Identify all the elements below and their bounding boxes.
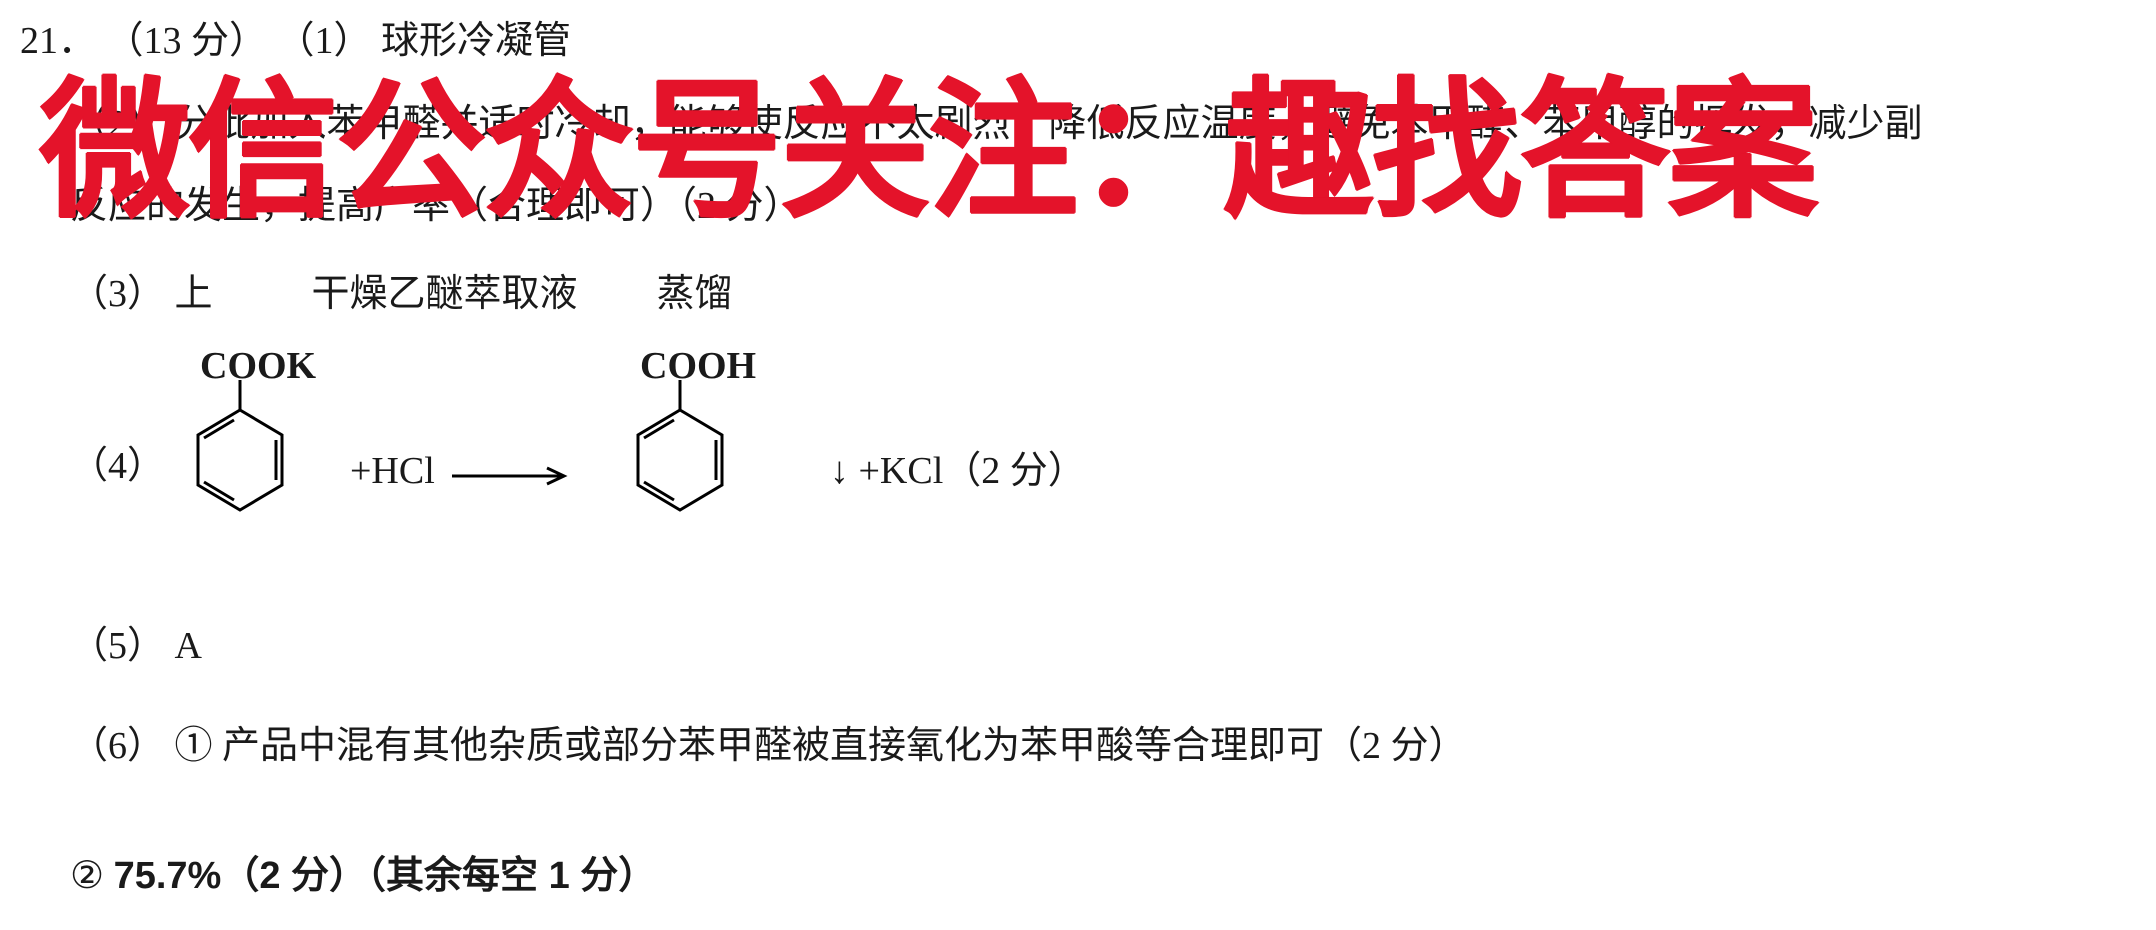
a5-label: （5） (70, 625, 165, 667)
a2-text-a: 分批加入苯甲醛并适时冷却，能够使反应不太剧烈，降低反应温度，避免苯甲醛、苯甲醇的… (175, 103, 1923, 145)
plus-hcl-text: +HCl (350, 450, 435, 492)
line-a2a: （2） 分批加入苯甲醛并适时冷却，能够使反应不太剧烈，降低反应温度，避免苯甲醛、… (70, 98, 1923, 151)
a2-label: （2） (70, 103, 165, 145)
a6-1-text: 产品中混有其他杂质或部分苯甲醛被直接氧化为苯甲酸等合理即可（2 分） (222, 725, 1467, 767)
line-a4-equation: （4） COOK +HCl (70, 330, 1470, 570)
a4-label: （4） (70, 440, 165, 493)
a3-v2: 干燥乙醚萃取液 (312, 273, 578, 315)
a6-2-text: 75.7%（2 分）（其余每空 1 分） (114, 855, 657, 897)
line-q21-a1: 21． （13 分） （1） 球形冷凝管 (20, 15, 571, 68)
line-a2b: 反应的发生，提高产率（合理即可）（2 分） (70, 180, 802, 233)
benzene-ring-icon (170, 380, 310, 550)
a4-plus-hcl: +HCl (350, 445, 580, 501)
a6-2-label: ② (70, 855, 104, 897)
a3-v1: 上 (175, 273, 213, 315)
a3-v3: 蒸馏 (657, 273, 733, 315)
question-number: 21． (20, 20, 96, 62)
answer-content: 21． （13 分） （1） 球形冷凝管 （2） 分批加入苯甲醛并适时冷却，能够… (0, 0, 2156, 930)
a1-text: 球形冷凝管 (381, 20, 571, 62)
a2-text-b: 反应的发生，提高产率（合理即可）（2 分） (70, 185, 802, 227)
line-a5: （5） A (70, 620, 202, 673)
a4-tail: ↓ +KCl（2 分） (830, 445, 1086, 498)
a3-label: （3） (70, 273, 165, 315)
benzene-ring-icon (610, 380, 750, 550)
line-a6-2: ② 75.7%（2 分）（其余每空 1 分） (70, 850, 656, 903)
line-a6-1: （6） ① 产品中混有其他杂质或部分苯甲醛被直接氧化为苯甲酸等合理即可（2 分） (70, 720, 1467, 773)
a1-label: （1） (277, 20, 372, 62)
a6-label: （6） (70, 725, 165, 767)
a5-text: A (175, 625, 202, 667)
reaction-arrow-icon (452, 466, 572, 486)
question-points: （13 分） (106, 20, 268, 62)
line-a3: （3） 上 干燥乙醚萃取液 蒸馏 (70, 268, 733, 321)
a6-1-label: ① (175, 725, 213, 767)
